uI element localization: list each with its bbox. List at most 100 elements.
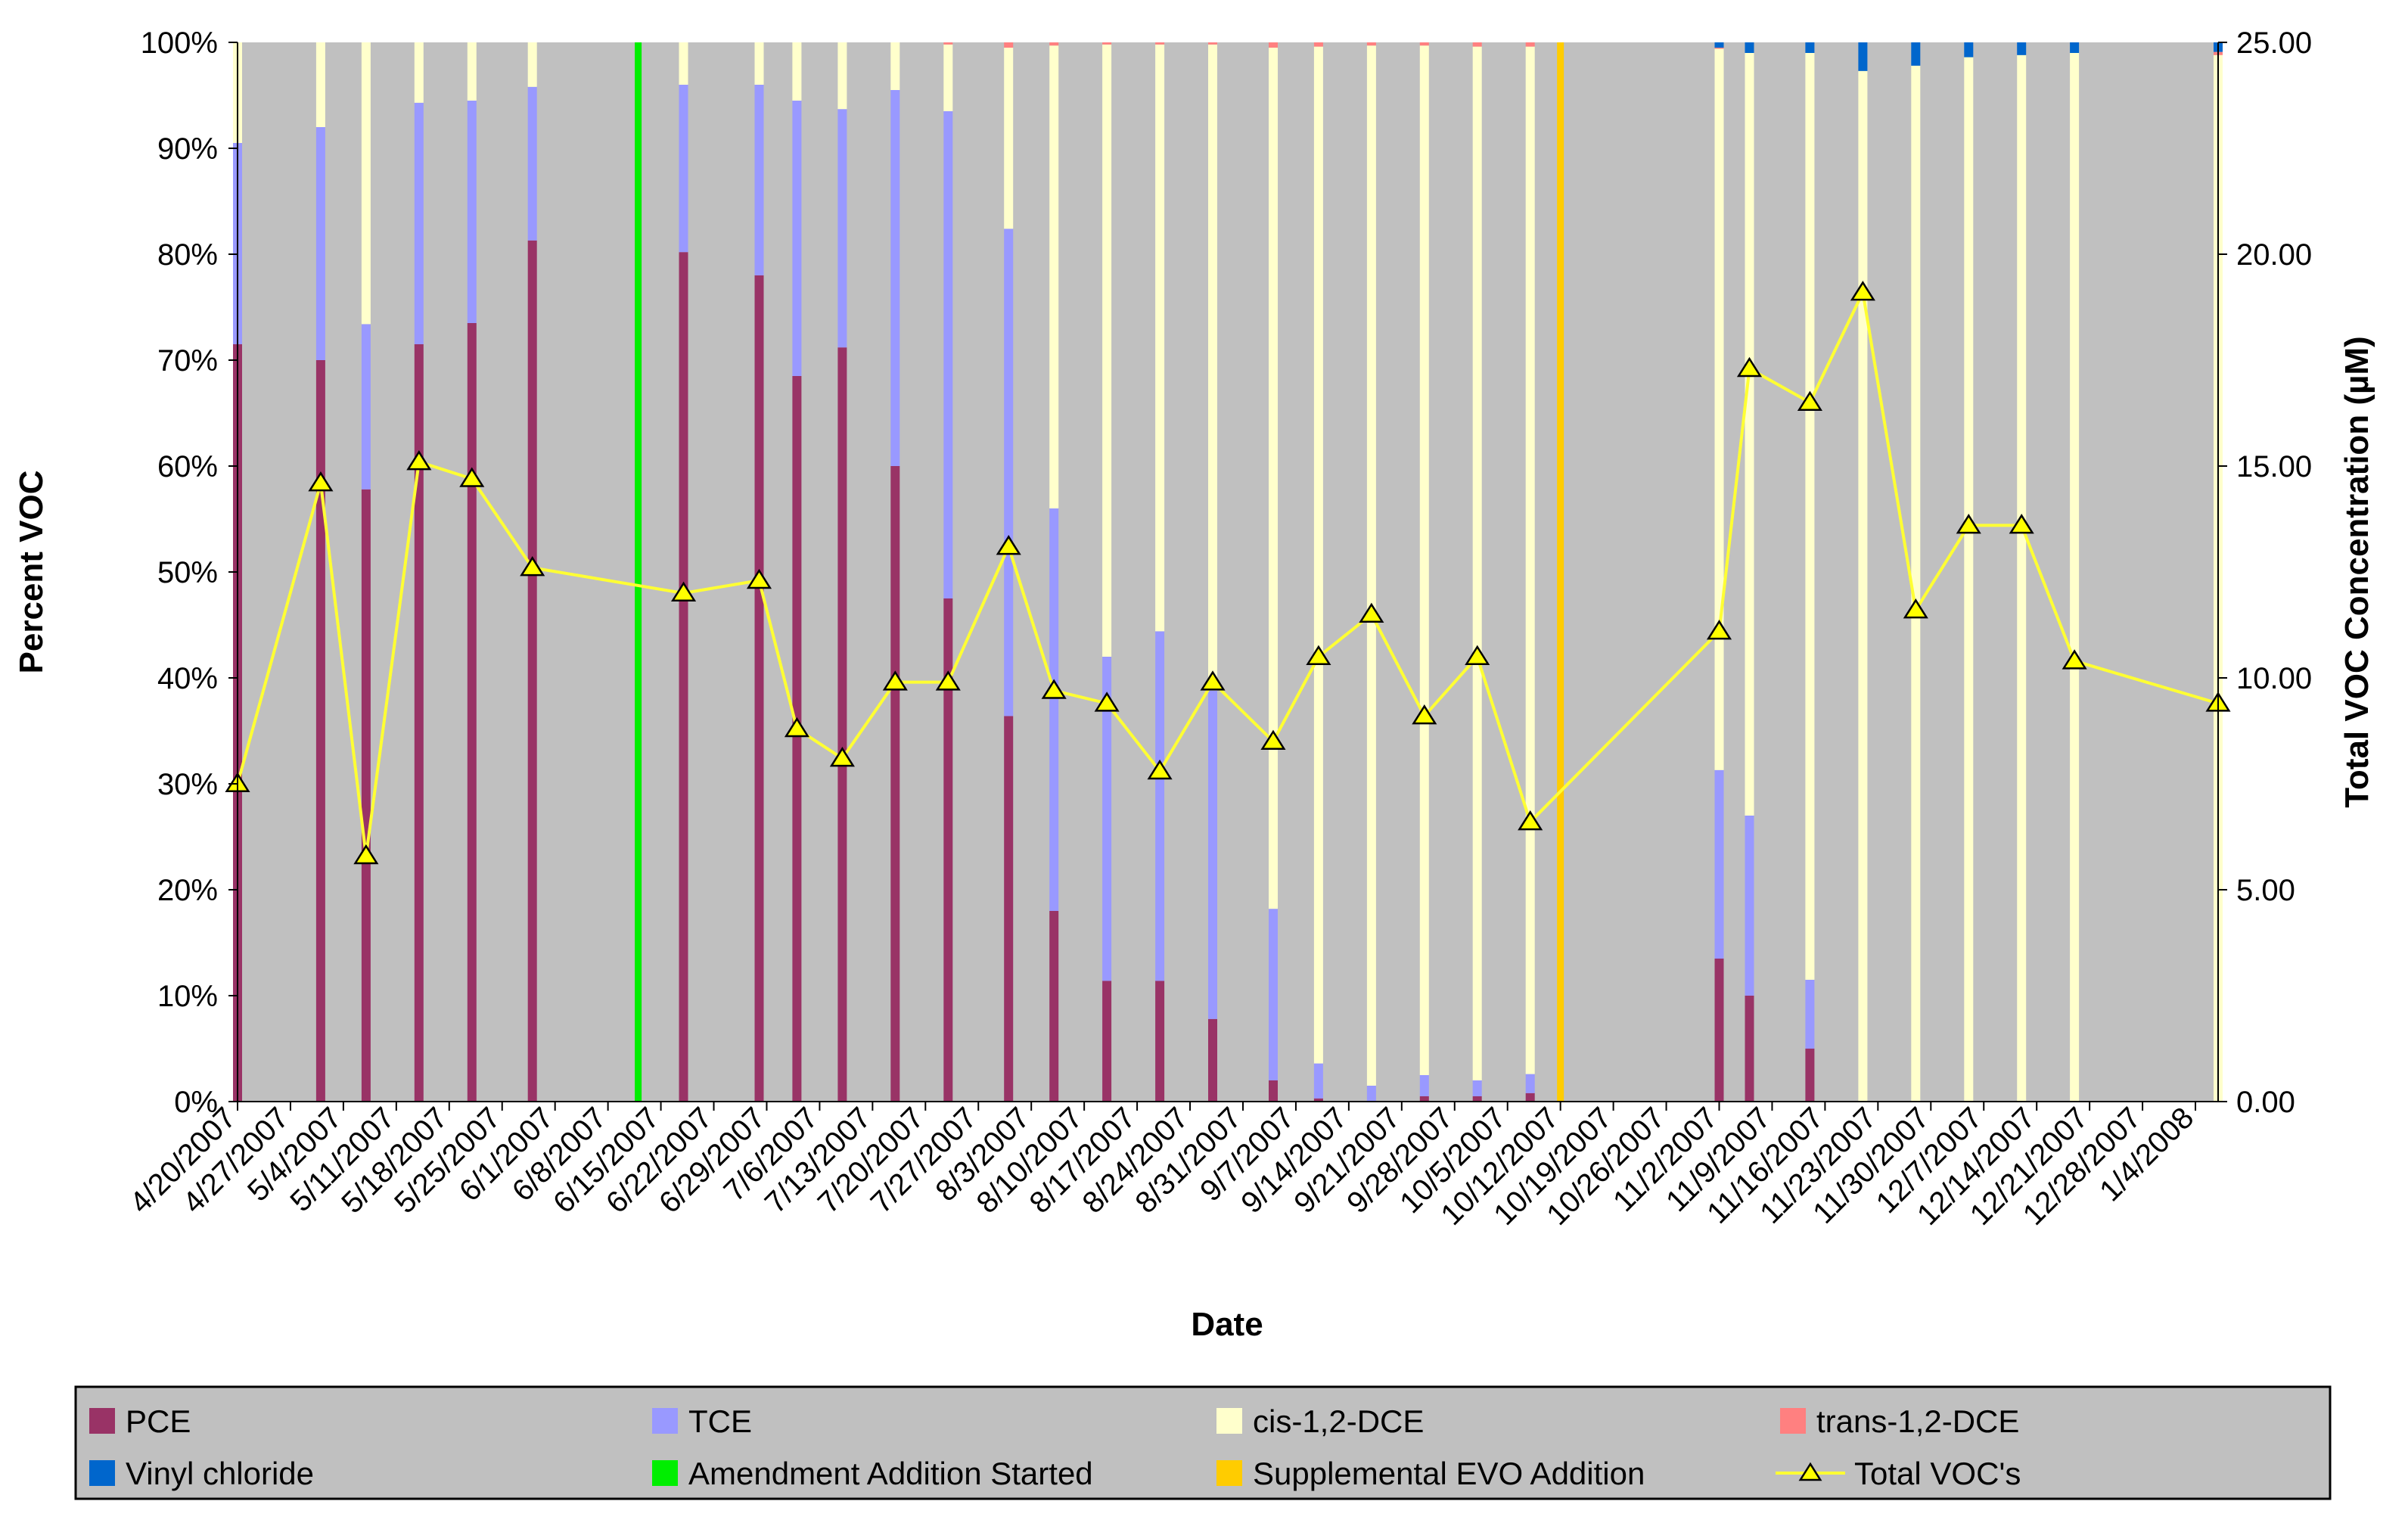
total-voc-marker-18 <box>1306 645 1331 665</box>
bar-cis-14 <box>1102 44 1112 657</box>
bar-cis-27 <box>1911 65 1921 1102</box>
bar-pce-22 <box>1525 1093 1535 1102</box>
bar-pce-15 <box>1155 981 1165 1102</box>
bar-vc-26 <box>1858 42 1868 71</box>
bar-tce-16 <box>1208 690 1217 1019</box>
bar-pce-10 <box>890 466 900 1102</box>
legend-frame <box>74 1385 2332 1500</box>
y-tick-label-5: 50% <box>157 556 218 589</box>
legend-swatch-6 <box>1216 1460 1242 1486</box>
total-voc-line <box>236 287 2219 856</box>
bar-vc-30 <box>2070 42 2080 53</box>
bar-trans-21 <box>1472 42 1482 47</box>
bar-pce-21 <box>1472 1096 1482 1102</box>
bar-pce-16 <box>1208 1018 1217 1102</box>
y-tick-label-2: 20% <box>157 874 218 907</box>
bar-tce-3 <box>414 102 424 345</box>
bar-trans-15 <box>1155 42 1165 45</box>
bar-pce-5 <box>527 240 537 1102</box>
bar-cis-26 <box>1858 70 1868 1102</box>
bar-pce-14 <box>1102 981 1112 1102</box>
bar-tce-10 <box>890 90 900 466</box>
bar-cis-1 <box>315 42 325 127</box>
bar-trans-16 <box>1208 42 1217 45</box>
y2-tick-label-0: 0.00 <box>2236 1086 2295 1119</box>
total-voc-marker-4 <box>459 467 485 487</box>
bars-layer <box>233 42 2223 1102</box>
legend-label-5: Amendment Addition Started <box>688 1456 1093 1491</box>
bar-tce-7 <box>754 85 764 275</box>
y2-tick-label-5: 25.00 <box>2236 26 2312 60</box>
bar-cis-24 <box>1745 53 1754 816</box>
bar-pce-24 <box>1745 996 1754 1102</box>
bar-pce-6 <box>679 252 688 1102</box>
bar-tce-23 <box>1714 769 1724 959</box>
legend-swatch-4 <box>89 1460 115 1486</box>
total-voc-marker-7 <box>746 568 772 589</box>
bar-vc-28 <box>1964 42 1974 58</box>
bar-pce-7 <box>754 275 764 1102</box>
legend-label-1: TCE <box>688 1403 752 1439</box>
total-voc-marker-22 <box>1518 810 1543 831</box>
total-voc-marker-2 <box>353 844 379 865</box>
bar-cis-8 <box>792 42 802 101</box>
bar-tce-25 <box>1805 980 1815 1049</box>
bar-cis-12 <box>1004 48 1014 229</box>
bar-trans-13 <box>1049 42 1059 46</box>
bar-cis-7 <box>754 42 764 85</box>
bar-trans-11 <box>943 42 953 45</box>
bar-tce-17 <box>1269 909 1278 1080</box>
bar-pce-13 <box>1049 911 1059 1102</box>
bar-cis-25 <box>1805 53 1815 980</box>
total-voc-marker-25 <box>1797 390 1822 411</box>
bar-tce-6 <box>679 85 688 253</box>
bar-trans-18 <box>1313 42 1323 47</box>
bar-cis-15 <box>1155 44 1165 632</box>
total-voc-marker-27 <box>1903 598 1928 619</box>
legend-label-0: PCE <box>126 1403 191 1439</box>
total-voc-marker-12 <box>996 535 1021 555</box>
bar-tce-5 <box>527 86 537 241</box>
bar-cis-11 <box>943 44 953 111</box>
bar-cis-10 <box>890 42 900 90</box>
y-tick-label-8: 80% <box>157 238 218 272</box>
bar-tce-2 <box>361 324 371 490</box>
bar-tce-24 <box>1745 816 1754 996</box>
legend-label-3: trans-1,2-DCE <box>1816 1403 2019 1439</box>
legend-swatch-0 <box>89 1408 115 1434</box>
total-voc-marker-11 <box>935 670 961 691</box>
legend-swatch-1 <box>652 1408 678 1434</box>
legend: PCE TCE cis-1,2-DCE trans-1,2-DCE Vinyl chlo… <box>74 1385 2332 1500</box>
bar-pce-3 <box>414 344 424 1102</box>
bar-tce-15 <box>1155 631 1165 981</box>
bar-tce-1 <box>315 127 325 360</box>
legend-label-2: cis-1,2-DCE <box>1253 1403 1424 1439</box>
bar-cis-3 <box>414 42 424 103</box>
y-tick-label-6: 60% <box>157 450 218 483</box>
total-voc-marker-6 <box>670 581 697 601</box>
bar-tce-19 <box>1366 1086 1376 1102</box>
bar-cis-5 <box>527 42 537 87</box>
bar-cis-16 <box>1208 44 1217 691</box>
bar-tce-20 <box>1419 1075 1429 1096</box>
total-voc-marker-5 <box>520 556 545 577</box>
plot-area <box>238 42 2218 1102</box>
bar-tce-4 <box>467 101 477 323</box>
bar-cis-21 <box>1472 46 1482 1081</box>
total-voc-marker-14 <box>1094 692 1120 712</box>
bar-cis-4 <box>467 42 477 101</box>
bar-vc-23 <box>1714 42 1724 48</box>
bar-pce-11 <box>943 598 953 1102</box>
bar-pce-12 <box>1004 716 1014 1102</box>
bar-pce-4 <box>467 323 477 1102</box>
legend-label-4: Vinyl chloride <box>126 1456 314 1491</box>
bar-trans-22 <box>1525 42 1535 47</box>
bar-pce-8 <box>792 376 802 1102</box>
bar-trans-20 <box>1419 42 1429 46</box>
bar-tce-11 <box>943 111 953 598</box>
bar-cis-17 <box>1269 48 1278 909</box>
legend-swatch-2 <box>1216 1408 1242 1434</box>
x-axis-title: Date <box>1191 1306 1263 1343</box>
total-voc-marker-3 <box>406 450 432 471</box>
bar-tce-21 <box>1472 1080 1482 1096</box>
